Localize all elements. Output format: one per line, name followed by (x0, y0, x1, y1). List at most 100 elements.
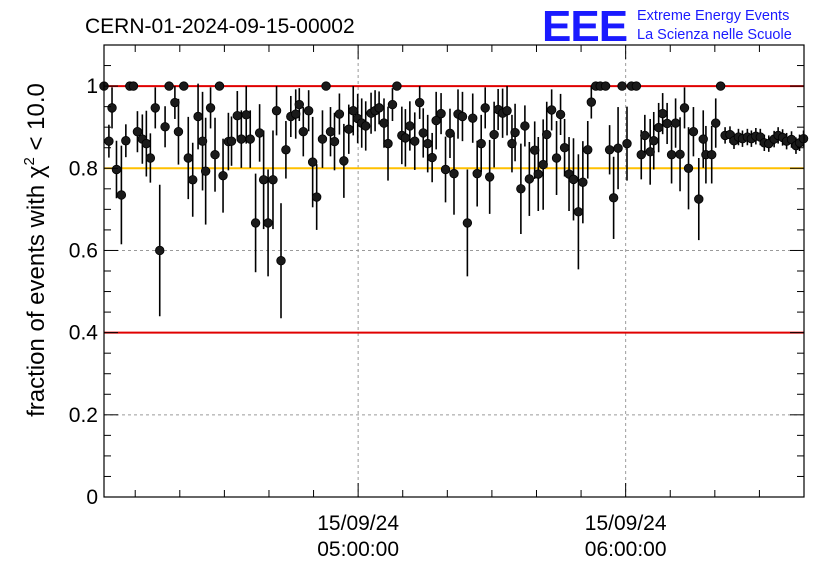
data-point (427, 152, 437, 163)
data-point (400, 133, 411, 143)
data-point (586, 97, 597, 107)
data-point (436, 108, 446, 119)
data-point (210, 150, 220, 160)
data-point (462, 218, 473, 228)
logo-line-1: Extreme Energy Events (637, 8, 789, 24)
data-point (132, 127, 143, 137)
data-point (414, 97, 425, 108)
data-point (418, 128, 428, 138)
data-point (245, 134, 255, 144)
chart-title: CERN-01-2024-09-15-00002 (85, 15, 355, 38)
data-points (99, 81, 809, 266)
data-point (392, 81, 402, 91)
data-point (150, 103, 160, 113)
y-tick-label: 0.6 (69, 239, 98, 262)
data-point (707, 150, 717, 160)
y-tick-label: 0.2 (69, 404, 98, 427)
data-point (128, 81, 139, 91)
data-point (307, 157, 318, 167)
data-point (361, 121, 371, 131)
y-tick-label: 0.8 (69, 157, 98, 180)
data-point (520, 121, 530, 131)
data-point (254, 128, 265, 138)
data-point (193, 111, 203, 122)
data-point (348, 106, 358, 116)
data-point (387, 99, 398, 110)
data-point (530, 145, 540, 155)
data-point (675, 149, 685, 160)
data-point (226, 136, 237, 146)
data-point (484, 172, 495, 182)
data-point (271, 106, 282, 116)
data-point (374, 103, 384, 113)
y-axis-label-tail: < 10.0 (23, 83, 50, 157)
data-point (281, 145, 291, 155)
data-point (698, 134, 708, 144)
y-axis-label-sup: 2 (21, 157, 38, 165)
data-point (662, 118, 672, 129)
data-point (711, 118, 721, 128)
data-point (449, 168, 459, 179)
data-point (141, 138, 152, 149)
y-axis-label: fraction of events with χ2 < 10.0 (21, 83, 50, 417)
data-point (116, 190, 127, 200)
data-point (679, 103, 690, 113)
data-point (241, 110, 251, 120)
data-point (608, 193, 619, 203)
data-point (111, 164, 122, 175)
data-point (164, 81, 174, 91)
data-point (214, 81, 225, 91)
data-point (145, 153, 156, 163)
data-point (457, 111, 468, 122)
data-point (334, 109, 345, 119)
data-point (258, 175, 269, 185)
data-point (657, 108, 668, 119)
axis-ticks (104, 45, 805, 498)
data-point (197, 136, 208, 146)
data-point (640, 130, 650, 141)
data-point (303, 106, 314, 116)
data-point (410, 136, 420, 146)
data-point (121, 136, 131, 146)
x-tick-date: 15/09/24 (585, 512, 667, 535)
data-point (183, 153, 193, 163)
data-point (422, 138, 433, 149)
data-point (636, 150, 646, 160)
logo-line-2: La Scienza nelle Scuole (637, 27, 792, 43)
x-tick-time: 06:00:00 (585, 538, 667, 561)
data-point (622, 138, 632, 149)
eee-logo: EEE Extreme Energy Events La Scienza nel… (542, 2, 792, 51)
data-point (325, 127, 336, 137)
data-point (445, 128, 455, 139)
x-tick-date: 15/09/24 (317, 512, 399, 535)
data-point (516, 184, 526, 194)
data-point (670, 118, 681, 128)
data-point (173, 127, 184, 137)
data-point (317, 134, 328, 144)
data-point (476, 138, 486, 149)
data-point (568, 174, 579, 185)
y-tick-labels: 0 0.2 0.4 0.6 0.8 1 (69, 75, 99, 509)
data-point (311, 192, 322, 202)
data-point (542, 129, 552, 140)
data-point (583, 145, 593, 155)
data-point (666, 150, 677, 160)
data-point (489, 129, 499, 140)
data-point (218, 170, 228, 181)
data-point (546, 105, 557, 115)
data-point (694, 194, 704, 204)
data-point (604, 145, 615, 155)
data-point (268, 175, 278, 185)
data-point (205, 103, 216, 113)
data-point (551, 153, 562, 163)
data-point (160, 122, 170, 132)
data-point (179, 81, 189, 91)
data-point (405, 121, 415, 131)
data-point (715, 81, 726, 91)
data-point (649, 136, 659, 146)
data-point (107, 103, 117, 113)
data-point (291, 109, 301, 119)
data-point (555, 109, 566, 120)
data-point (329, 136, 340, 147)
data-point (200, 166, 211, 176)
